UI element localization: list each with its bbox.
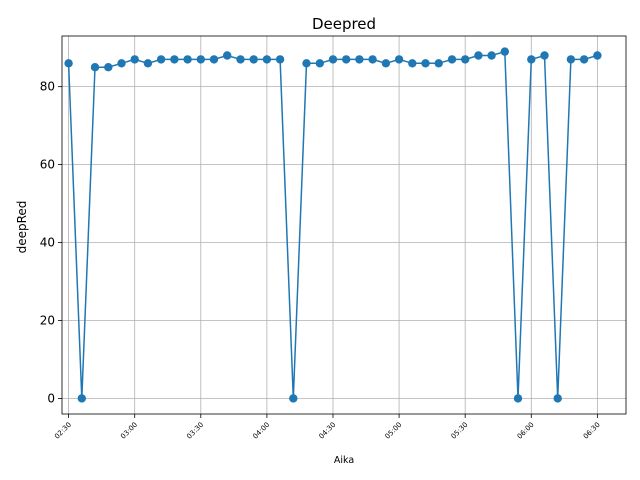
y-axis: 0 20 40 60 80 [40, 80, 62, 405]
data-point [434, 59, 443, 68]
x-axis: 02:30 03:00 03:30 04:00 04:30 05:00 05:30 06:00… [53, 414, 602, 441]
data-point [117, 59, 126, 68]
data-point [447, 55, 457, 64]
data-point [275, 55, 285, 64]
data-point [209, 55, 219, 64]
data-points [64, 47, 602, 403]
data-point [302, 59, 311, 68]
grid [62, 36, 626, 414]
data-point [342, 55, 351, 64]
x-tick-label: 06:30 [582, 421, 602, 441]
data-point [381, 59, 391, 68]
data-point [170, 55, 179, 64]
data-point [566, 55, 576, 64]
x-tick-label: 06:00 [516, 421, 536, 441]
data-point [394, 55, 404, 64]
data-point [553, 394, 562, 403]
data-point [143, 59, 153, 68]
data-point [104, 62, 113, 72]
x-tick-label: 04:00 [251, 421, 271, 441]
data-point [408, 59, 417, 68]
data-point [513, 394, 523, 403]
x-tick-label: 03:30 [185, 421, 205, 441]
y-tick-label: 60 [40, 158, 55, 172]
data-point [236, 55, 245, 64]
data-point [355, 55, 364, 64]
data-point [77, 394, 87, 403]
data-point [328, 55, 338, 64]
data-point [487, 51, 496, 60]
plot-frame [61, 35, 627, 415]
data-point [474, 51, 483, 60]
data-point [183, 55, 192, 64]
y-axis-label: deepRed [15, 201, 29, 254]
data-point [315, 59, 324, 68]
y-tick-label: 20 [40, 313, 55, 327]
data-point [196, 55, 205, 64]
x-tick-label: 04:30 [317, 421, 337, 441]
data-point [90, 62, 100, 72]
data-point [593, 51, 602, 60]
data-point [64, 59, 73, 68]
y-tick-label: 40 [40, 236, 55, 250]
data-point [461, 55, 470, 64]
x-tick-label: 05:30 [450, 421, 470, 441]
data-point [579, 55, 589, 64]
data-point [527, 55, 536, 64]
data-point [223, 51, 232, 60]
chart-title: Deepred [312, 15, 376, 33]
y-tick-label: 80 [40, 80, 55, 94]
x-tick-label: 02:30 [53, 421, 73, 441]
x-tick-label: 03:00 [119, 421, 139, 441]
x-axis-label: Aika [334, 455, 354, 466]
data-point [249, 55, 258, 64]
data-point [421, 59, 430, 68]
data-point [368, 55, 377, 64]
data-point [262, 55, 272, 64]
data-point [500, 47, 509, 56]
data-point [156, 55, 166, 64]
data-point [540, 51, 549, 60]
x-tick-label: 05:00 [384, 421, 404, 441]
data-point [130, 55, 139, 64]
data-point [289, 394, 298, 403]
y-tick-label: 0 [47, 391, 55, 405]
